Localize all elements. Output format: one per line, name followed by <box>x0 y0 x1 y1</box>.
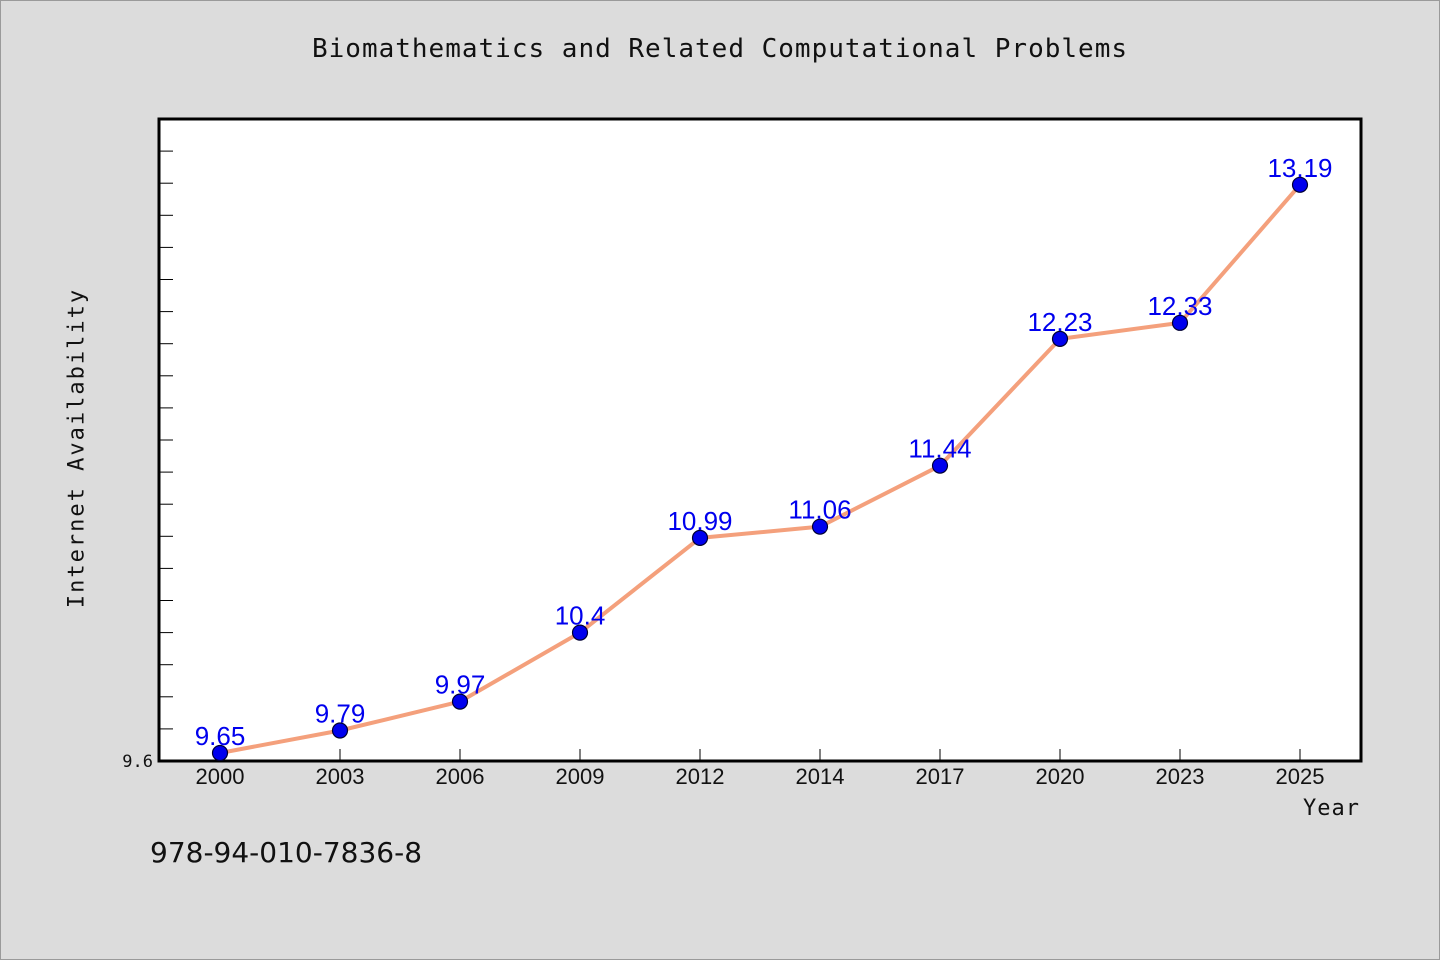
x-tick-label: 2000 <box>196 764 245 789</box>
isbn-text: 978-94-010-7836-8 <box>150 836 423 869</box>
x-tick-label: 2017 <box>916 764 965 789</box>
data-point <box>691 529 709 547</box>
data-label: 9.65 <box>195 721 246 751</box>
data-point <box>211 744 229 762</box>
data-label: 9.97 <box>435 670 486 700</box>
x-tick-label: 2006 <box>436 764 485 789</box>
data-label: 11.44 <box>908 434 971 464</box>
data-point <box>1051 330 1069 347</box>
x-tick-label: 2012 <box>676 764 725 789</box>
data-point <box>931 457 949 474</box>
x-tick-label: 2003 <box>316 764 365 789</box>
x-axis-label: Year <box>1303 796 1360 821</box>
plot-area <box>157 117 1363 763</box>
x-tick-label: 2023 <box>1156 764 1205 789</box>
data-label: 10.99 <box>667 506 732 536</box>
data-label: 9.79 <box>315 699 366 729</box>
data-point <box>571 624 589 641</box>
x-tick-label: 2020 <box>1036 764 1085 789</box>
data-label: 11.06 <box>788 495 851 525</box>
data-label: 10.4 <box>555 601 606 631</box>
data-point <box>1291 176 1309 193</box>
x-tick-label: 2009 <box>556 764 605 789</box>
chart-title: Biomathematics and Related Computational… <box>311 34 1128 64</box>
data-point <box>331 722 349 739</box>
x-tick-label: 2025 <box>1276 764 1325 789</box>
data-label: 12.23 <box>1027 307 1092 337</box>
data-point <box>811 518 829 535</box>
data-point <box>451 693 469 710</box>
x-tick-label: 2014 <box>796 764 845 789</box>
data-label: 12.33 <box>1147 291 1212 321</box>
y-tick-label: 9.6 <box>122 752 153 772</box>
series-line <box>218 182 1302 755</box>
data-point <box>1171 314 1189 331</box>
data-label: 13.19 <box>1267 153 1332 183</box>
